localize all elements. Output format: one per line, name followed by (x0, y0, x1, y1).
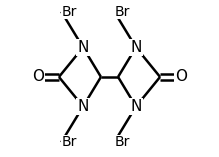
Text: O: O (175, 69, 187, 84)
Text: Br: Br (114, 5, 130, 19)
Text: N: N (77, 40, 89, 55)
Text: O: O (32, 69, 44, 84)
Text: Br: Br (61, 135, 77, 149)
Text: Br: Br (114, 135, 130, 149)
Text: N: N (77, 99, 89, 114)
Text: Br: Br (61, 5, 77, 19)
Text: N: N (130, 99, 142, 114)
Text: N: N (130, 40, 142, 55)
